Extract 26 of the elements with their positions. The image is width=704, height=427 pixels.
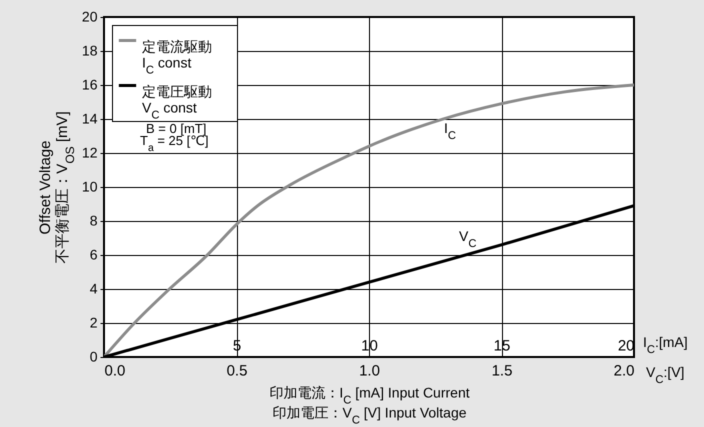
x2-tick-label: 0.0 <box>104 362 126 380</box>
line-series <box>104 84 634 357</box>
x2-tick-label: 1.0 <box>359 362 380 380</box>
y-tick-label: 4 <box>90 280 98 296</box>
y-tick-label: 20 <box>82 8 98 24</box>
text: I$_{C}$:[mA] <box>643 334 688 356</box>
legend-label: 定電圧駆動 V$_{C}$ const <box>142 84 212 122</box>
legend-label: 定電流駆動 I$_{C}$ const <box>142 38 212 76</box>
y-tick-label: 16 <box>82 76 98 92</box>
annotation: V$_{C}$ <box>459 228 476 250</box>
y-tick-label: 8 <box>90 212 98 228</box>
y-tick-label: 10 <box>82 178 98 194</box>
y-tick-label: 18 <box>82 42 98 58</box>
annotation: B = 0 [mT] <box>146 121 206 136</box>
x2-axis-title: 印加電圧：V$_{C}$ [V] Input Voltage <box>272 404 467 426</box>
y-tick-label: 6 <box>90 246 98 262</box>
x2-tick-label: 2.0 <box>614 362 634 380</box>
x-axis-title: 印加電流：I$_{C}$ [mA] Input Current <box>269 384 470 406</box>
y-tick-label: 12 <box>82 144 98 160</box>
y-tick-label: 2 <box>90 314 98 330</box>
annotation: I$_{C}$ <box>444 120 456 142</box>
x2-tick-label: 1.5 <box>492 362 512 380</box>
text: V$_{C}$:[V] <box>646 364 684 386</box>
x2-tick-label: 0.5 <box>226 362 248 380</box>
y-tick-label: 0 <box>90 348 98 364</box>
y-tick-label: 14 <box>82 110 98 126</box>
